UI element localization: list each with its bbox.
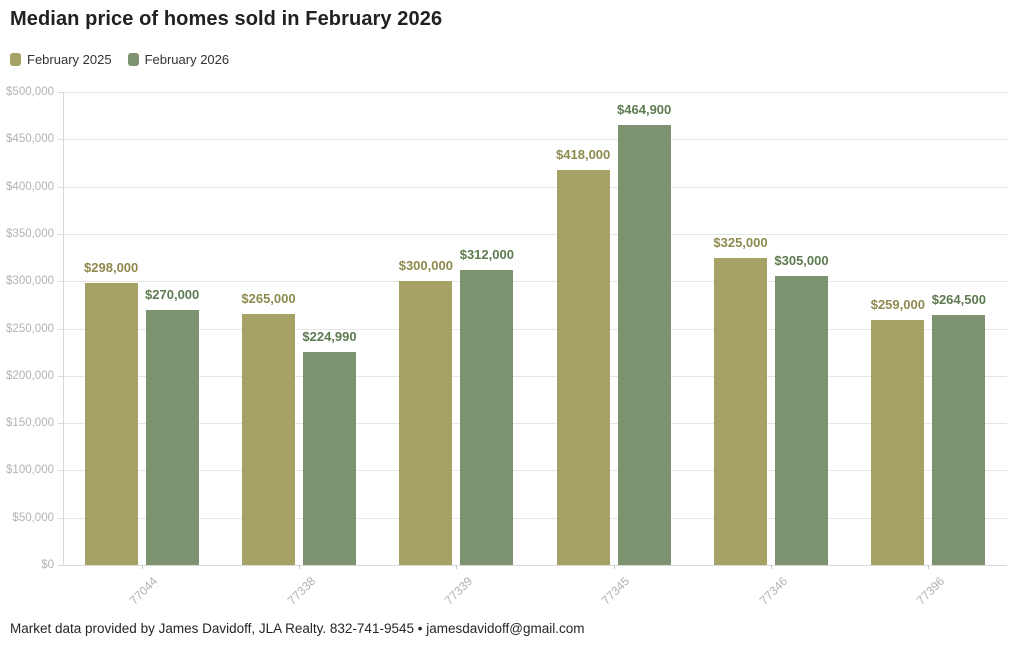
x-axis-category-label: 77346 xyxy=(756,574,790,608)
chart-title: Median price of homes sold in February 2… xyxy=(10,8,443,30)
bar-value-label: $298,000 xyxy=(84,260,139,276)
legend-item-february-2026[interactable]: February 2026 xyxy=(127,52,230,67)
bar-value-label: $300,000 xyxy=(398,258,453,274)
gridline xyxy=(63,328,1007,330)
y-axis-tick-label: $0 xyxy=(41,559,54,571)
legend-label: February 2026 xyxy=(144,52,230,67)
bar-february-2026-77338[interactable] xyxy=(303,352,356,565)
bar-value-label: $418,000 xyxy=(556,146,611,162)
y-axis-tick-label: $500,000 xyxy=(6,86,54,98)
bar-value-label: $305,000 xyxy=(774,253,829,269)
legend-swatch-february-2025 xyxy=(10,53,21,66)
bar-february-2026-77339[interactable] xyxy=(460,269,514,565)
y-axis-tick-label: $400,000 xyxy=(6,180,54,193)
x-axis-tick xyxy=(613,565,615,569)
y-axis-tick xyxy=(58,470,63,472)
x-axis-tick xyxy=(771,565,772,569)
legend: February 2025 February 2026 xyxy=(10,52,229,67)
bar-value-label: $325,000 xyxy=(713,234,768,250)
y-axis-tick xyxy=(58,186,63,188)
gridline xyxy=(63,281,1007,283)
gridline xyxy=(63,517,1007,519)
x-axis-tick xyxy=(299,565,300,569)
y-axis-tick-label: $250,000 xyxy=(6,322,54,335)
bar-february-2025-77396[interactable] xyxy=(871,319,925,565)
y-axis-tick xyxy=(58,565,63,566)
y-axis-line xyxy=(63,92,64,565)
bar-february-2025-77338[interactable] xyxy=(242,314,295,565)
bar-february-2025-77345[interactable] xyxy=(556,169,610,565)
gridline xyxy=(63,470,1007,472)
legend-swatch-february-2026 xyxy=(127,53,139,66)
gridline xyxy=(63,139,1007,141)
gridline xyxy=(63,565,1007,566)
x-axis-category-label: 77396 xyxy=(913,574,948,608)
y-axis-tick xyxy=(58,328,63,330)
x-axis-tick xyxy=(141,565,143,569)
y-axis-tick xyxy=(58,92,63,93)
bar-february-2026-77345[interactable] xyxy=(617,125,671,565)
bar-value-label: $464,900 xyxy=(617,102,672,118)
bar-february-2025-77339[interactable] xyxy=(399,281,453,565)
y-axis-tick xyxy=(58,233,63,235)
y-axis-tick xyxy=(58,281,63,283)
legend-label: February 2025 xyxy=(27,52,112,67)
y-axis-tick-label: $50,000 xyxy=(12,511,54,524)
x-axis-tick xyxy=(456,565,458,569)
gridline xyxy=(63,92,1007,93)
y-axis-tick xyxy=(58,139,63,141)
y-axis-tick-label: $450,000 xyxy=(6,133,54,146)
gridline xyxy=(63,375,1007,377)
bar-value-label: $265,000 xyxy=(241,291,296,307)
y-axis-tick-label: $300,000 xyxy=(6,275,54,288)
footer-credit: Market data provided by James Davidoff, … xyxy=(10,621,585,636)
bar-february-2026-77044[interactable] xyxy=(145,309,199,565)
x-axis-category-label: 77044 xyxy=(127,574,161,608)
bar-february-2026-77346[interactable] xyxy=(775,276,828,565)
y-axis-tick xyxy=(58,423,63,425)
y-axis-tick-label: $100,000 xyxy=(6,464,54,477)
y-axis-tick-label: $150,000 xyxy=(6,417,54,430)
y-axis-tick-label: $200,000 xyxy=(6,369,54,382)
bar-value-label: $312,000 xyxy=(459,246,514,262)
bar-value-label: $224,990 xyxy=(302,329,357,345)
bar-value-label: $259,000 xyxy=(870,296,925,312)
x-axis-category-label: 77345 xyxy=(599,574,633,608)
gridline xyxy=(63,423,1007,425)
y-axis-tick xyxy=(58,517,63,519)
y-axis-tick xyxy=(58,375,63,377)
bar-february-2025-77346[interactable] xyxy=(714,257,767,565)
gridline xyxy=(63,233,1007,235)
gridline xyxy=(63,186,1007,188)
x-axis-category-label: 77338 xyxy=(284,574,318,608)
bar-february-2025-77044[interactable] xyxy=(84,283,138,565)
y-axis-tick-label: $350,000 xyxy=(6,227,54,240)
legend-item-february-2025[interactable]: February 2025 xyxy=(10,52,112,67)
x-axis-category-label: 77339 xyxy=(441,574,476,608)
bar-value-label: $264,500 xyxy=(931,291,986,307)
bar-february-2026-77396[interactable] xyxy=(932,314,986,565)
x-axis-tick xyxy=(928,565,930,569)
bar-value-label: $270,000 xyxy=(145,286,200,302)
